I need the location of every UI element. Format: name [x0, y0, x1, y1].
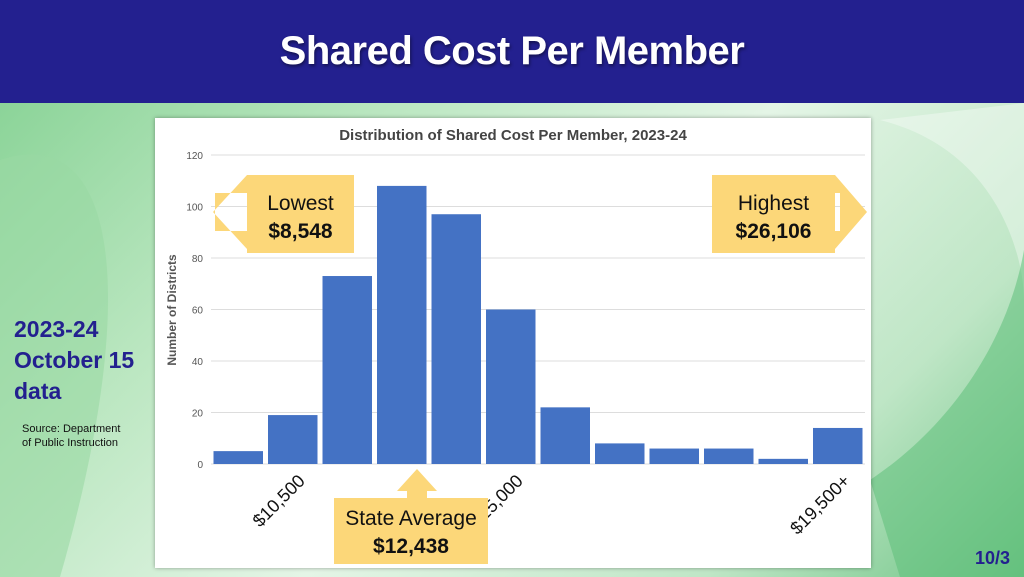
bar: [431, 214, 481, 464]
side-label-line-3: data: [14, 378, 62, 404]
bar: [704, 448, 754, 464]
y-tick-label: 0: [197, 460, 203, 471]
y-tick-label: 100: [186, 203, 203, 214]
state-average-callout-box: [334, 498, 488, 564]
source-line-2: of Public Instruction: [22, 437, 118, 449]
lowest-callout-value: $8,548: [268, 220, 333, 243]
bar: [268, 415, 318, 464]
lowest-callout-arrow: [213, 175, 247, 249]
y-tick-label: 20: [192, 409, 204, 420]
bar: [213, 451, 263, 464]
bar: [813, 427, 863, 464]
lowest-callout-box: [247, 175, 354, 253]
y-tick-label: 120: [186, 151, 203, 162]
histogram-chart: Distribution of Shared Cost Per Member, …: [165, 127, 867, 564]
bars: [213, 185, 863, 464]
bar: [322, 276, 372, 464]
state-average-callout-title: State Average: [345, 507, 477, 530]
side-label-line-1: 2023-24: [14, 316, 99, 342]
data-date-label: 2023-24 October 15 data: [14, 314, 154, 407]
state-average-callout-value: $12,438: [373, 535, 449, 558]
page-number: 10/3: [974, 548, 1010, 568]
slide-title: Shared Cost Per Member: [279, 29, 745, 73]
y-axis-label: Number of Districts: [165, 254, 179, 366]
bar: [540, 407, 590, 464]
highest-callout-box: [712, 175, 835, 253]
bar: [649, 448, 699, 464]
source-line-1: Source: Department: [22, 423, 121, 435]
bar: [758, 458, 808, 464]
chart-card: Distribution of Shared Cost Per Member, …: [155, 118, 871, 568]
bar: [377, 185, 427, 464]
highest-callout-value: $26,106: [736, 220, 812, 243]
lowest-callout: Lowest $8,548: [213, 175, 354, 253]
y-tick-label: 40: [192, 357, 204, 368]
highest-callout: Highest $26,106: [712, 175, 867, 253]
side-label-line-2: October 15: [14, 347, 135, 373]
slide-header: Shared Cost Per Member: [0, 0, 1024, 103]
source-note: Source: Department of Public Instruction: [22, 422, 142, 450]
lowest-callout-title: Lowest: [267, 192, 334, 215]
state-average-callout-arrow: [397, 469, 437, 498]
x-tick-label: $19,500+: [786, 471, 854, 539]
highest-callout-title: Highest: [738, 192, 809, 215]
y-tick-label: 60: [192, 306, 204, 317]
bar: [486, 309, 536, 464]
state-average-callout: State Average $12,438: [334, 469, 488, 564]
highest-callout-arrow: [835, 175, 867, 249]
x-tick-label: $10,500: [249, 471, 309, 531]
y-tick-label: 80: [192, 254, 204, 265]
bar: [595, 443, 645, 464]
chart-title: Distribution of Shared Cost Per Member, …: [339, 127, 687, 144]
